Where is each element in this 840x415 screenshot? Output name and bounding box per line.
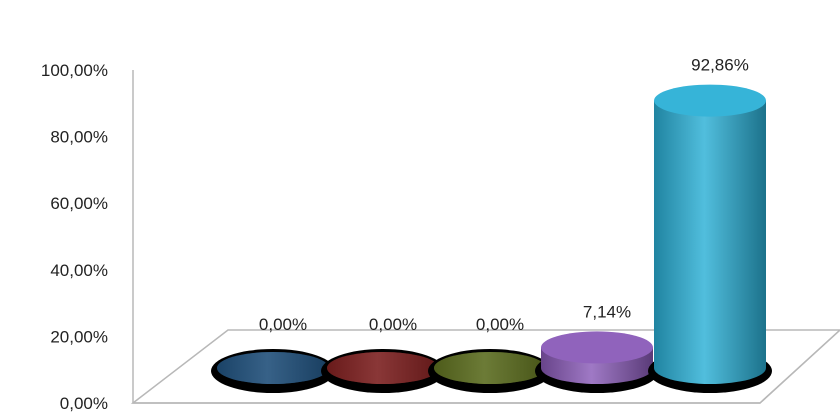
bar-series [211, 84, 772, 393]
y-tick-label: 60,00% [50, 194, 108, 213]
y-tick-label: 0,00% [60, 394, 108, 413]
data-label: 92,86% [691, 56, 749, 75]
data-label: 0,00% [369, 315, 417, 334]
bar [648, 84, 772, 393]
data-label: 7,14% [583, 302, 631, 321]
y-tick-label: 40,00% [50, 261, 108, 280]
bar-top-sheen [434, 352, 546, 384]
bar-top-sheen [217, 352, 329, 384]
bar [321, 349, 445, 393]
data-label: 0,00% [476, 315, 524, 334]
data-labels: 0,00% 0,00% 0,00% 7,14% 92,86% [259, 56, 749, 334]
chart-walls [130, 70, 840, 404]
y-tick-label: 100,00% [41, 61, 108, 80]
data-label: 0,00% [259, 315, 307, 334]
bar [428, 349, 552, 393]
bar-top [654, 84, 766, 117]
floor-outline [130, 329, 840, 404]
y-tick-label: 20,00% [50, 327, 108, 346]
bar-body [654, 100, 766, 384]
y-tick-label: 80,00% [50, 128, 108, 147]
bar [211, 349, 335, 393]
bar-top-sheen [327, 352, 439, 384]
bar [535, 331, 659, 393]
bar-top [541, 331, 653, 364]
y-axis: 0,00% 20,00% 40,00% 60,00% 80,00% 100,00% [41, 61, 108, 413]
